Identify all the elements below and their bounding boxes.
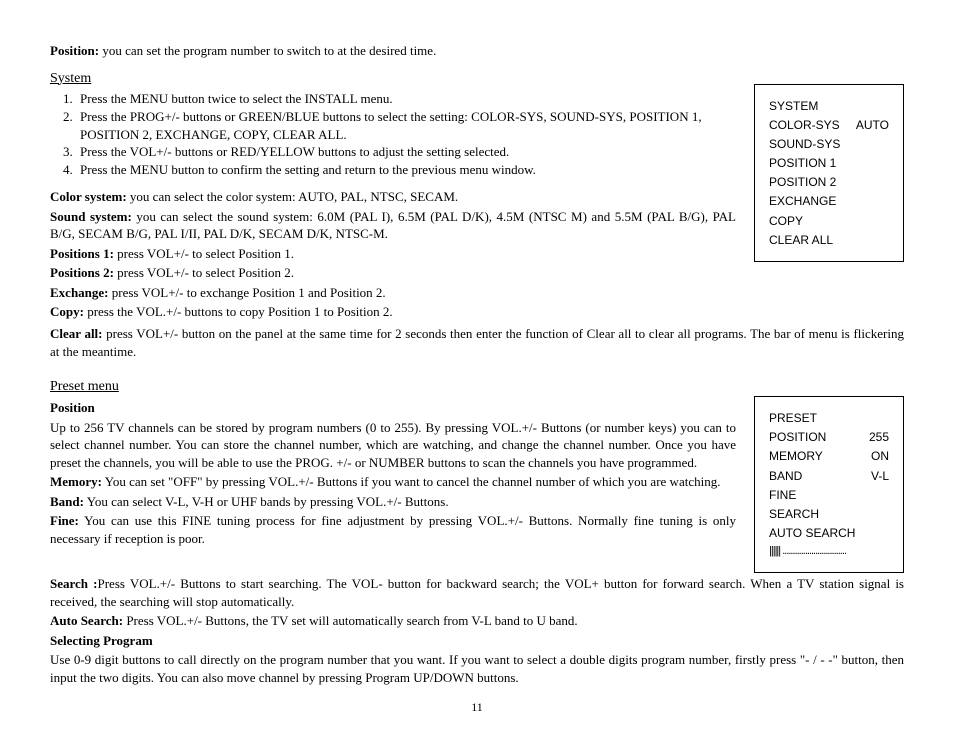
intro-line: Position: you can set the program number… [50,42,904,60]
menu-item: POSITION 1 [769,155,889,171]
band-text: You can select V-L, V-H or UHF bands by … [84,494,449,509]
menu-item: PRESET [769,410,889,426]
system-step: Press the PROG+/- buttons or GREEN/BLUE … [76,108,736,143]
memory-line: Memory: You can set "OFF" by pressing VO… [50,473,736,491]
search-label: Search : [50,576,98,591]
system-steps: Press the MENU button twice to select th… [50,90,736,178]
band-line: Band: You can select V-L, V-H or UHF ban… [50,493,736,511]
color-system-label: Color system: [50,189,127,204]
exchange-text: press VOL+/- to exchange Position 1 and … [109,285,386,300]
selecting-program-text: Use 0-9 digit buttons to call directly o… [50,651,904,686]
menu-bar: |||||| ............................... [769,544,889,559]
clearall-text: press VOL+/- button on the panel at the … [50,326,904,359]
system-step: Press the VOL+/- buttons or RED/YELLOW b… [76,143,736,161]
fine-label: Fine: [50,513,79,528]
system-menu-box: SYSTEM COLOR-SYSAUTO SOUND-SYS POSITION … [754,84,904,263]
preset-heading: Preset menu [50,378,736,397]
menu-item: MEMORYON [769,448,889,464]
sound-system-label: Sound system: [50,209,132,224]
exchange-line: Exchange: press VOL+/- to exchange Posit… [50,284,736,302]
exchange-label: Exchange: [50,285,109,300]
fine-text: You can use this FINE tuning process for… [50,513,736,546]
search-text: Press VOL.+/- Buttons to start searching… [50,576,904,609]
copy-text: press the VOL.+/- buttons to copy Positi… [84,304,393,319]
system-text-col: System Press the MENU button twice to se… [50,62,736,323]
menu-item: POSITION 2 [769,174,889,190]
menu-item: COLOR-SYSAUTO [769,117,889,133]
position2-line: Positions 2: press VOL+/- to select Posi… [50,264,736,282]
system-step: Press the MENU button to confirm the set… [76,161,736,179]
system-row: System Press the MENU button twice to se… [50,62,904,323]
intro-label: Position: [50,43,99,58]
position1-label: Positions 1: [50,246,114,261]
menu-item: EXCHANGE [769,193,889,209]
clearall-line: Clear all: press VOL+/- button on the pa… [50,325,904,360]
position1-line: Positions 1: press VOL+/- to select Posi… [50,245,736,263]
preset-row: Preset menu Position Up to 256 TV channe… [50,370,904,573]
autosearch-label: Auto Search: [50,613,123,628]
menu-item: AUTO SEARCH [769,525,889,541]
menu-item: SEARCH [769,506,889,522]
copy-line: Copy: press the VOL.+/- buttons to copy … [50,303,736,321]
color-system-line: Color system: you can select the color s… [50,188,736,206]
band-label: Band: [50,494,84,509]
menu-item: CLEAR ALL [769,232,889,248]
system-heading: System [50,70,736,89]
position-text: Up to 256 TV channels can be stored by p… [50,419,736,472]
sound-system-text: you can select the sound system: 6.0M (P… [50,209,736,242]
menu-item: COPY [769,213,889,229]
sound-system-line: Sound system: you can select the sound s… [50,208,736,243]
search-line: Search :Press VOL.+/- Buttons to start s… [50,575,904,610]
menu-item: SYSTEM [769,98,889,114]
autosearch-line: Auto Search: Press VOL.+/- Buttons, the … [50,612,904,630]
preset-text-col: Preset menu Position Up to 256 TV channe… [50,370,736,549]
menu-item: SOUND-SYS [769,136,889,152]
intro-text: you can set the program number to switch… [99,43,436,58]
color-system-text: you can select the color system: AUTO, P… [127,189,459,204]
fine-line: Fine: You can use this FINE tuning proce… [50,512,736,547]
memory-label: Memory: [50,474,102,489]
autosearch-text: Press VOL.+/- Buttons, the TV set will a… [123,613,578,628]
menu-item: POSITION255 [769,429,889,445]
position2-text: press VOL+/- to select Position 2. [114,265,294,280]
copy-label: Copy: [50,304,84,319]
selecting-program-label: Selecting Program [50,632,904,650]
page-number: 11 [50,699,904,715]
clearall-label: Clear all: [50,326,103,341]
memory-text: You can set "OFF" by pressing VOL.+/- Bu… [102,474,720,489]
position-label: Position [50,399,736,417]
position2-label: Positions 2: [50,265,114,280]
preset-menu-box: PRESET POSITION255 MEMORYON BANDV-L FINE… [754,396,904,573]
menu-item: FINE [769,487,889,503]
menu-item: BANDV-L [769,468,889,484]
system-step: Press the MENU button twice to select th… [76,90,736,108]
position1-text: press VOL+/- to select Position 1. [114,246,294,261]
